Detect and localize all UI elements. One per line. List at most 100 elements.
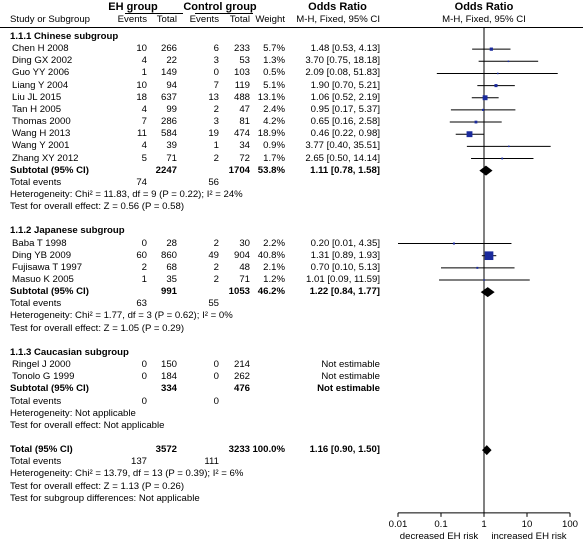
control-total-cell: 474 <box>233 128 250 140</box>
control-events-cell: 3 <box>213 116 219 128</box>
weight-cell: 5.7% <box>263 43 285 55</box>
control-total-cell: 3233 <box>228 444 250 456</box>
eh-total-cell: 286 <box>160 116 177 128</box>
header-divider <box>0 27 583 28</box>
eh-total-cell: 149 <box>160 67 177 79</box>
eh-total-cell: 2247 <box>155 164 177 176</box>
odds-ratio-cell: 1.48 [0.53, 4.13] <box>310 43 380 55</box>
odds-ratio-cell: Not estimable <box>321 371 380 383</box>
header-eh-group: EH group <box>108 1 158 13</box>
weight-cell: 18.9% <box>257 128 285 140</box>
control-total-cell: 214 <box>233 359 250 371</box>
eh-total-cell: 94 <box>166 79 177 91</box>
study-square <box>501 157 504 160</box>
eh-total-cell: 71 <box>166 152 177 164</box>
text-label: Heterogeneity: Chi² = 1.77, df = 3 (P = … <box>10 310 233 322</box>
control-total-cell: 81 <box>239 116 250 128</box>
header-control-total: Total <box>229 14 250 25</box>
control-total-cell: 48 <box>239 261 250 273</box>
eh-events-cell: 0 <box>141 359 147 371</box>
study-square <box>508 145 510 148</box>
text-label: Test for overall effect: Z = 0.56 (P = 0… <box>10 201 185 213</box>
weight-cell: 1.7% <box>263 152 285 164</box>
odds-ratio-cell: 1.16 [0.90, 1.50] <box>309 444 380 456</box>
weight-cell: 40.8% <box>257 249 285 261</box>
x-tick-label: 100 <box>562 519 578 530</box>
control-total-cell: 488 <box>233 91 250 103</box>
eh-events-cell: 4 <box>141 103 147 115</box>
eh-total-cell: 584 <box>160 128 177 140</box>
header-control-events: Events <box>189 14 219 25</box>
text-label: Heterogeneity: Not applicable <box>10 407 136 419</box>
pooled-diamond <box>479 165 493 176</box>
control-events-cell: 0 <box>213 359 219 371</box>
control-total-cell: 47 <box>239 103 250 115</box>
text-label: Test for overall effect: Z = 1.05 (P = 0… <box>10 322 185 334</box>
header-eh-events: Events <box>117 14 147 25</box>
text-label: Total events <box>10 395 62 407</box>
study-square <box>484 251 494 261</box>
odds-ratio-cell: Not estimable <box>317 383 380 395</box>
study-square <box>489 47 493 51</box>
control-events-cell: 56 <box>208 176 219 188</box>
text-label: Test for overall effect: Not applicable <box>10 419 165 431</box>
study-square <box>497 72 499 75</box>
study-row-label: Liu JL 2015 <box>12 91 62 103</box>
control-total-cell: 34 <box>239 140 250 152</box>
study-row-label: Guo YY 2006 <box>12 67 70 79</box>
eh-events-cell: 74 <box>136 176 147 188</box>
study-square <box>466 131 473 138</box>
odds-ratio-cell: 0.65 [0.16, 2.58] <box>310 116 380 128</box>
control-events-cell: 49 <box>208 249 219 261</box>
odds-ratio-cell: 1.31 [0.89, 1.93] <box>310 249 380 261</box>
eh-total-cell: 150 <box>160 359 177 371</box>
control-events-cell: 2 <box>213 103 219 115</box>
control-total-cell: 119 <box>234 79 250 91</box>
study-row-label: Liang Y 2004 <box>12 79 69 91</box>
weight-cell: 53.8% <box>257 164 285 176</box>
control-events-cell: 2 <box>213 274 219 285</box>
weight-cell: 2.1% <box>263 261 285 273</box>
eh-events-cell: 7 <box>141 116 147 128</box>
odds-ratio-cell: 2.65 [0.50, 14.14] <box>305 152 380 164</box>
control-total-cell: 233 <box>233 43 250 55</box>
study-row-label: Ding GX 2002 <box>12 55 73 67</box>
eh-events-cell: 10 <box>136 43 147 55</box>
eh-events-cell: 11 <box>137 128 147 140</box>
eh-events-cell: 0 <box>141 237 147 249</box>
study-row-label: Tan H 2005 <box>12 103 62 115</box>
study-row-label: Baba T 1998 <box>12 237 67 249</box>
control-events-cell: 0 <box>213 395 219 407</box>
eh-group-underline <box>125 13 183 14</box>
odds-ratio-cell: Not estimable <box>321 359 380 371</box>
eh-total-cell: 99 <box>166 103 177 115</box>
control-events-cell: 2 <box>213 152 219 164</box>
study-row-label: Zhang XY 2012 <box>12 152 79 164</box>
control-total-cell: 103 <box>233 67 250 79</box>
eh-total-cell: 3572 <box>155 444 177 456</box>
control-total-cell: 71 <box>239 274 250 285</box>
study-square <box>494 84 498 88</box>
weight-cell: 0.5% <box>263 67 285 79</box>
subgroup-label: 1.1.2 Japanese subgroup <box>10 225 125 237</box>
study-square <box>483 279 485 281</box>
eh-events-cell: 0 <box>141 371 147 383</box>
eh-events-cell: 10 <box>136 79 147 91</box>
odds-ratio-cell: 1.22 [0.84, 1.77] <box>309 286 380 298</box>
control-events-cell: 6 <box>213 43 219 55</box>
eh-total-cell: 184 <box>160 371 177 383</box>
control-events-cell: 13 <box>208 91 219 103</box>
study-row-label: Fujisawa T 1997 <box>12 261 83 273</box>
odds-ratio-cell: 0.20 [0.01, 4.35] <box>310 237 380 249</box>
eh-events-cell: 4 <box>141 55 147 67</box>
text-label: Test for overall effect: Z = 1.13 (P = 0… <box>10 480 185 492</box>
weight-cell: 1.3% <box>263 55 285 67</box>
header-odds-ratio: Odds Ratio <box>308 1 367 13</box>
weight-cell: 5.1% <box>263 79 285 91</box>
control-events-cell: 19 <box>208 128 219 140</box>
study-square <box>452 242 455 245</box>
eh-total-cell: 991 <box>160 286 177 298</box>
eh-total-cell: 637 <box>160 91 177 103</box>
control-events-cell: 111 <box>204 456 219 468</box>
eh-total-cell: 28 <box>166 237 177 249</box>
